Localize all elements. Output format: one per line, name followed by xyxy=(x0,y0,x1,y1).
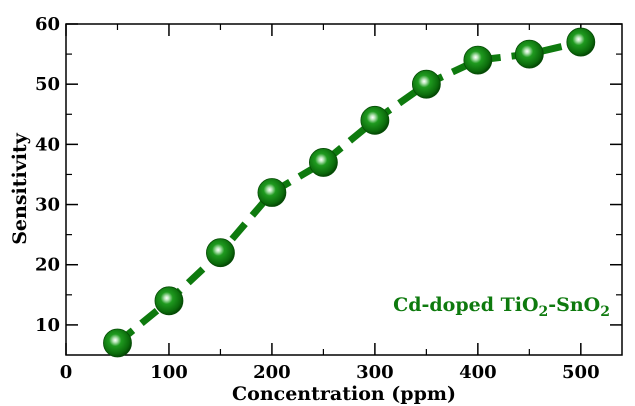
plot-frame xyxy=(65,23,623,356)
legend-part-b: -SnO xyxy=(548,294,600,316)
axis-tick-labels: 0 100 200 300 400 500 10 20 30 40 50 60 xyxy=(35,14,600,383)
y-tick-label: 10 xyxy=(35,315,60,336)
y-axis-label: Sensitivity xyxy=(9,132,31,245)
data-point xyxy=(257,178,287,207)
data-point xyxy=(154,286,184,316)
data-point xyxy=(206,238,235,268)
data-point xyxy=(566,27,596,57)
x-tick-label: 300 xyxy=(356,362,394,383)
data-point xyxy=(411,69,441,99)
data-point xyxy=(463,45,493,75)
legend-sub-2: 2 xyxy=(600,304,610,320)
y-tick-label: 20 xyxy=(35,255,60,276)
legend-part-a: Cd-doped TiO xyxy=(393,294,538,316)
x-tick-label: 400 xyxy=(459,362,497,383)
x-tick-label: 100 xyxy=(150,362,188,383)
y-tick-label: 50 xyxy=(35,74,60,95)
x-tick-label: 0 xyxy=(60,362,73,383)
y-tick-label: 60 xyxy=(35,14,60,35)
data-point xyxy=(514,39,544,69)
y-tick-label: 40 xyxy=(35,134,60,155)
series-line xyxy=(115,38,582,346)
x-tick-label: 500 xyxy=(562,362,600,383)
data-point xyxy=(360,105,390,135)
data-point xyxy=(309,148,338,177)
x-axis-label: Concentration (ppm) xyxy=(232,383,456,405)
data-point xyxy=(103,328,132,358)
x-tick-label: 200 xyxy=(253,362,291,383)
y-tick-label: 30 xyxy=(35,195,60,216)
legend-entry: Cd-doped TiO2-SnO2 xyxy=(393,294,610,320)
legend-sub-1: 2 xyxy=(539,304,549,320)
series-markers xyxy=(103,27,596,358)
